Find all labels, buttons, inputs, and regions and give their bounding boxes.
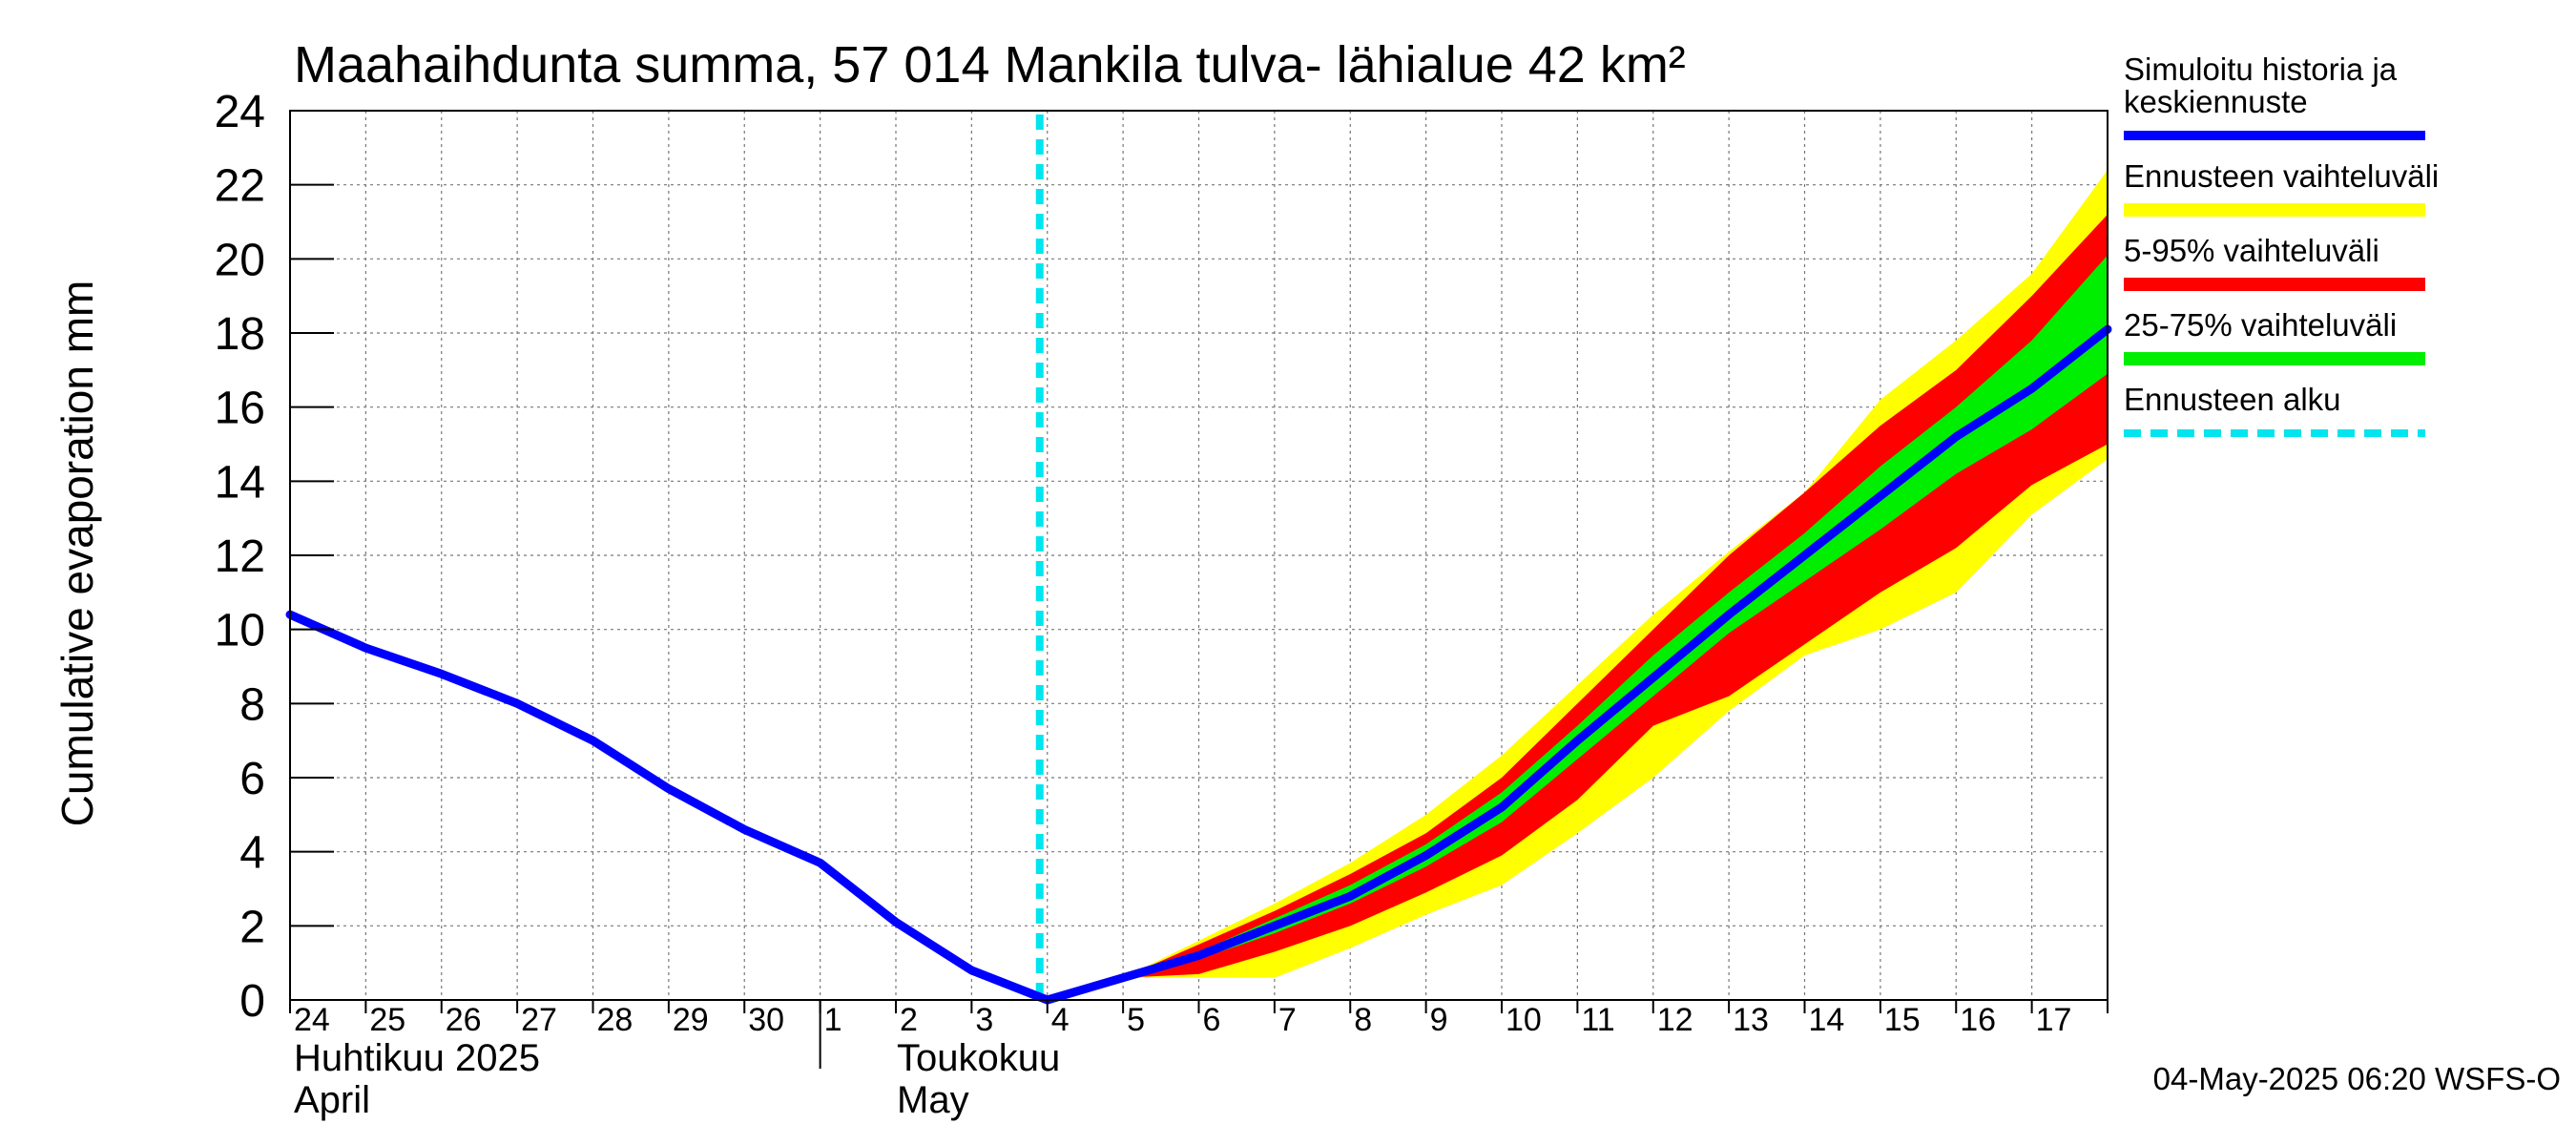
x-axis: 24 25 26 27 28 29 30 1 2 3 4 5 6 7 8 9 10 11 12 13 14 15 16 17 [289, 1000, 2109, 1069]
y-tick-label: 8 [239, 679, 265, 730]
y-axis-label: Cumulative evaporation mm [52, 281, 102, 827]
x-tick-label: 9 [1430, 1002, 1448, 1038]
legend-label-forecast-start: Ennusteen alku [2124, 382, 2341, 417]
y-tick-label: 6 [239, 754, 265, 804]
median-line [285, 324, 2112, 1005]
x-tick-label: 29 [673, 1002, 709, 1038]
legend-label-median-1: Simuloitu historia ja [2124, 52, 2398, 87]
x-tick-label: 30 [748, 1002, 784, 1038]
x-tick-label: 13 [1733, 1002, 1769, 1038]
y-tick-label: 20 [215, 235, 265, 285]
legend-label-25-75: 25-75% vaihteluväli [2124, 307, 2397, 343]
y-tick-label: 24 [215, 87, 265, 137]
x-tick-label: 10 [1506, 1002, 1542, 1038]
y-tick-label: 12 [215, 531, 265, 582]
x-tick-label: 8 [1354, 1002, 1372, 1038]
x-tick-label: 3 [975, 1002, 993, 1038]
legend-label-median-2: keskiennuste [2124, 84, 2308, 119]
x-tick-label: 5 [1127, 1002, 1145, 1038]
legend: Simuloitu historia ja keskiennuste Ennus… [2124, 52, 2439, 437]
median-line-group [285, 324, 2112, 1005]
forecast-bands [1047, 170, 2108, 1001]
x-tick-label: 24 [294, 1002, 330, 1038]
band-area [1047, 170, 2108, 1001]
month-label-may-fi: Toukokuu [897, 1037, 1060, 1079]
y-tick-label: 10 [215, 606, 265, 656]
y-tick-label: 2 [239, 902, 265, 952]
x-tick-label: 11 [1581, 1002, 1614, 1038]
x-tick-label: 12 [1657, 1002, 1693, 1038]
y-tick-label: 14 [215, 457, 265, 508]
month-label-may-en: May [897, 1079, 969, 1121]
x-tick-label: 14 [1809, 1002, 1845, 1038]
legend-label-total-range: Ennusteen vaihteluväli [2124, 158, 2439, 194]
x-tick-label: 26 [446, 1002, 482, 1038]
timestamp: 04-May-2025 06:20 WSFS-O [2153, 1061, 2561, 1096]
x-tick-label: 16 [1960, 1002, 1996, 1038]
x-tick-label: 17 [2036, 1002, 2072, 1038]
grid [290, 111, 2108, 1000]
y-tick-label: 18 [215, 309, 265, 360]
y-tick-label: 4 [239, 828, 265, 879]
x-tick-label: 7 [1278, 1002, 1297, 1038]
x-tick-label: 2 [900, 1002, 918, 1038]
x-tick-label: 27 [521, 1002, 557, 1038]
x-tick-label: 6 [1203, 1002, 1221, 1038]
legend-label-5-95: 5-95% vaihteluväli [2124, 233, 2379, 268]
month-label-april-en: April [294, 1079, 370, 1121]
y-tick-label: 0 [239, 976, 265, 1027]
y-tick-label: 22 [215, 161, 265, 212]
chart-title: Maahaihdunta summa, 57 014 Mankila tulva… [294, 36, 1686, 94]
month-label-april-fi: Huhtikuu 2025 [294, 1037, 540, 1079]
y-tick-label: 16 [215, 384, 265, 434]
x-tick-label: 4 [1051, 1002, 1070, 1038]
x-tick-label: 1 [824, 1002, 842, 1038]
month-labels: Huhtikuu 2025 April Toukokuu May [294, 1037, 1060, 1121]
x-tick-label: 28 [597, 1002, 634, 1038]
x-tick-label: 25 [369, 1002, 405, 1038]
x-tick-label: 15 [1884, 1002, 1921, 1038]
